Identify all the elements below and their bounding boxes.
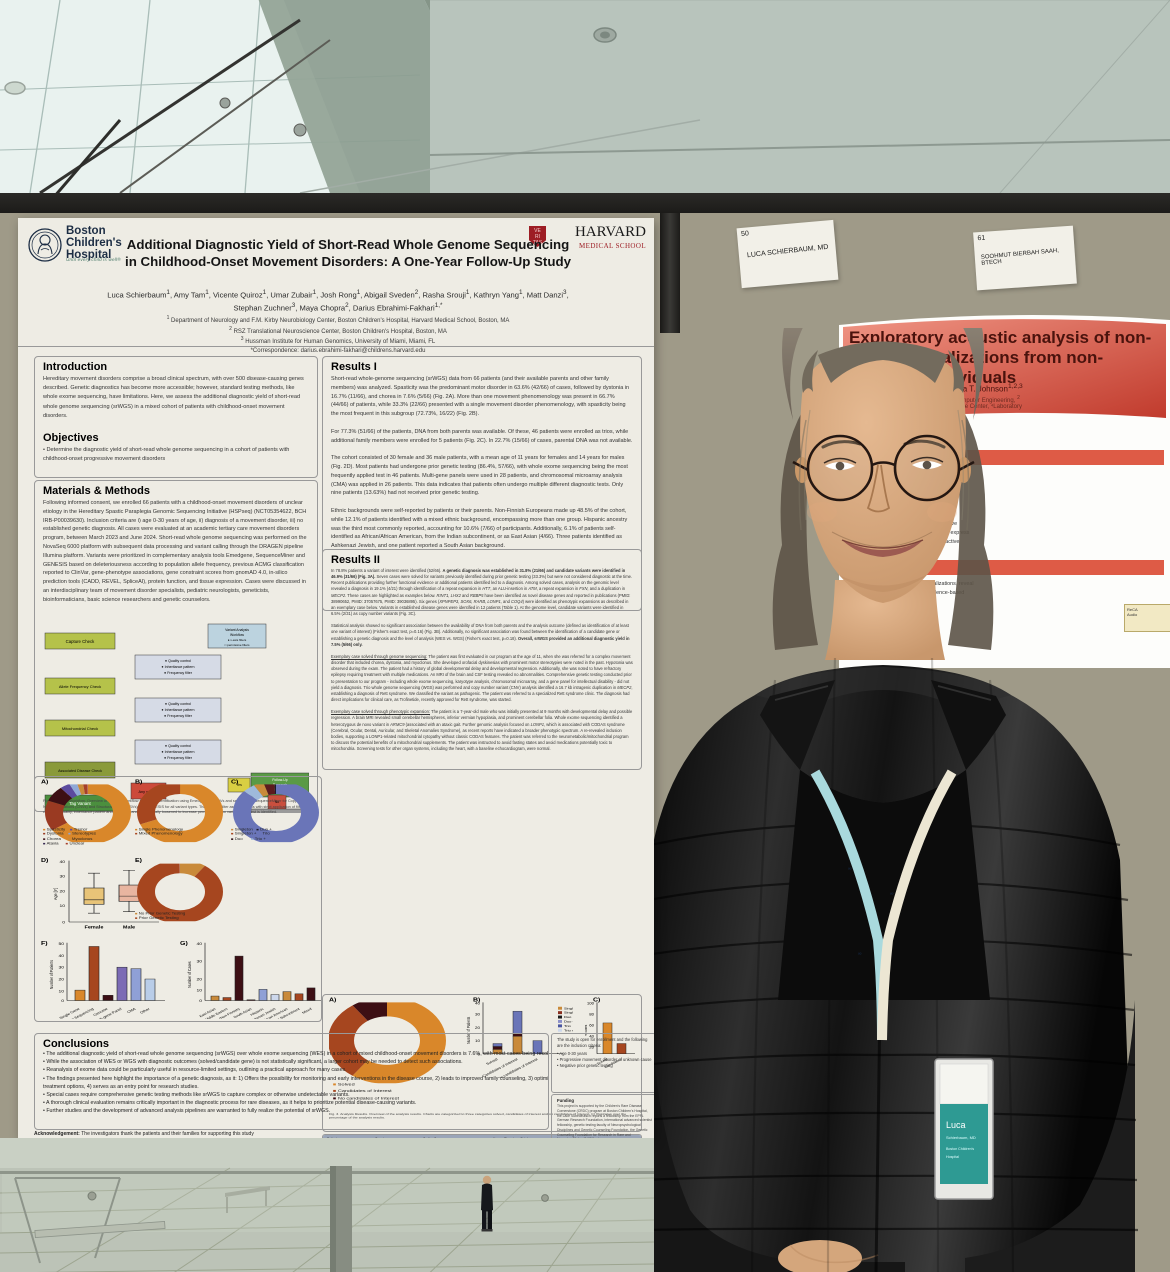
svg-text:0: 0 xyxy=(199,999,202,1003)
svg-text:Number of Cases: Number of Cases xyxy=(186,961,192,987)
svg-text:20: 20 xyxy=(475,1025,481,1029)
svg-text:50: 50 xyxy=(58,942,64,946)
svg-text:100: 100 xyxy=(587,1002,594,1005)
svg-text:30: 30 xyxy=(58,965,64,969)
svg-text:10: 10 xyxy=(59,904,65,908)
svg-text:40: 40 xyxy=(475,1001,481,1005)
svg-text:30: 30 xyxy=(196,959,202,963)
svg-text:Trio +: Trio + xyxy=(564,1029,573,1032)
svg-text:Other: Other xyxy=(139,1007,151,1015)
svg-text:Male: Male xyxy=(123,925,136,930)
svg-text:● Frequency filter: ● Frequency filter xyxy=(164,714,193,718)
svg-text:● Inheritance pattern: ● Inheritance pattern xyxy=(161,750,194,754)
svg-text:20: 20 xyxy=(58,977,64,981)
svg-text:0: 0 xyxy=(62,920,65,924)
svg-text:40: 40 xyxy=(196,942,202,946)
svg-text:30: 30 xyxy=(59,874,65,878)
svg-text:0: 0 xyxy=(61,999,64,1003)
svg-text:20: 20 xyxy=(196,977,202,981)
svg-text:Age [Y]: Age [Y] xyxy=(52,888,58,900)
svg-text:Hospital: Hospital xyxy=(946,1155,959,1159)
svg-text:Workflow: Workflow xyxy=(230,633,244,637)
svg-text:● Inheritance pattern: ● Inheritance pattern xyxy=(161,665,194,669)
svg-text:CMA: CMA xyxy=(126,1007,137,1014)
svg-text:Variant Analysis: Variant Analysis xyxy=(225,628,249,632)
svg-text:Capture Check: Capture Check xyxy=(66,639,96,644)
svg-text:40: 40 xyxy=(58,953,64,957)
svg-text:Number of Patients: Number of Patients xyxy=(48,960,54,989)
svg-text:80: 80 xyxy=(589,1013,594,1016)
svg-text:30: 30 xyxy=(475,1012,481,1016)
svg-text:● Quality control: ● Quality control xyxy=(165,744,191,748)
svg-text:● Frequency filter: ● Frequency filter xyxy=(164,671,193,675)
svg-text:Singleton +: Singleton + xyxy=(564,1011,573,1014)
svg-text:● Frequency filter: ● Frequency filter xyxy=(164,756,193,760)
svg-text:● Inheritance pattern: ● Inheritance pattern xyxy=(161,708,194,712)
svg-text:Allele Frequency Check: Allele Frequency Check xyxy=(59,684,101,689)
svg-text:10: 10 xyxy=(196,988,202,992)
svg-text:● Quality control: ● Quality control xyxy=(165,702,191,706)
svg-text:Mitochondrial Check: Mitochondrial Check xyxy=(62,726,98,731)
svg-text:Duo +: Duo + xyxy=(564,1020,573,1023)
svg-text:Trio: Trio xyxy=(564,1024,571,1027)
svg-text:10: 10 xyxy=(58,989,64,993)
svg-text:Duo: Duo xyxy=(564,1016,571,1019)
svg-text:Female: Female xyxy=(85,925,104,930)
svg-text:Associated Disease Check: Associated Disease Check xyxy=(58,769,102,773)
svg-text:● Quality control: ● Quality control xyxy=(165,659,191,663)
svg-text:60: 60 xyxy=(589,1024,594,1027)
svg-text:Luca: Luca xyxy=(946,1120,966,1130)
svg-text:∞: ∞ xyxy=(848,866,852,872)
svg-text:□ permissive filters: □ permissive filters xyxy=(225,643,250,647)
svg-text:Boston Children's: Boston Children's xyxy=(946,1147,974,1151)
svg-text:40: 40 xyxy=(59,859,65,863)
svg-text:● x-axis filters: ● x-axis filters xyxy=(228,638,247,642)
svg-text:Schierbaum, MD: Schierbaum, MD xyxy=(946,1135,976,1140)
svg-text:Mixed: Mixed xyxy=(301,1007,312,1014)
svg-text:∞: ∞ xyxy=(858,951,862,957)
svg-text:∞: ∞ xyxy=(890,891,894,897)
svg-text:Singleton: Singleton xyxy=(564,1007,573,1010)
svg-text:20: 20 xyxy=(59,889,65,893)
